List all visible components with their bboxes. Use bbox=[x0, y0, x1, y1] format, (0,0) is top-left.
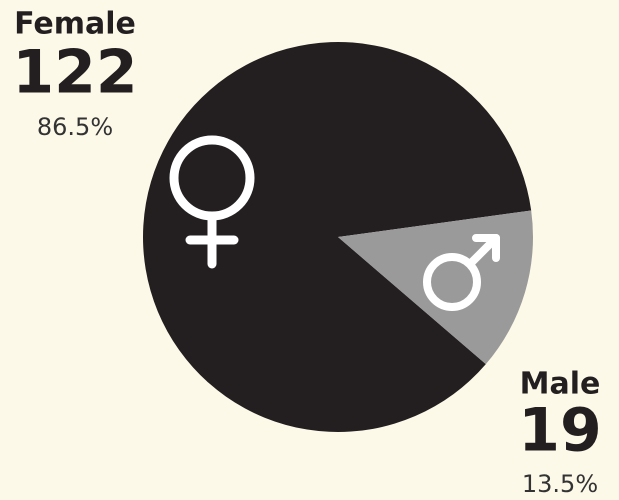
male-symbol bbox=[423, 234, 500, 311]
percent-label: 13.5% bbox=[522, 470, 598, 498]
category-label: Male bbox=[520, 367, 601, 402]
pie-slice bbox=[142, 41, 532, 432]
category-label: Female bbox=[14, 7, 136, 42]
value-label: 122 bbox=[12, 38, 137, 108]
percent-label: 86.5% bbox=[37, 113, 113, 141]
value-label: 19 bbox=[518, 396, 602, 466]
female-symbol bbox=[169, 135, 255, 269]
